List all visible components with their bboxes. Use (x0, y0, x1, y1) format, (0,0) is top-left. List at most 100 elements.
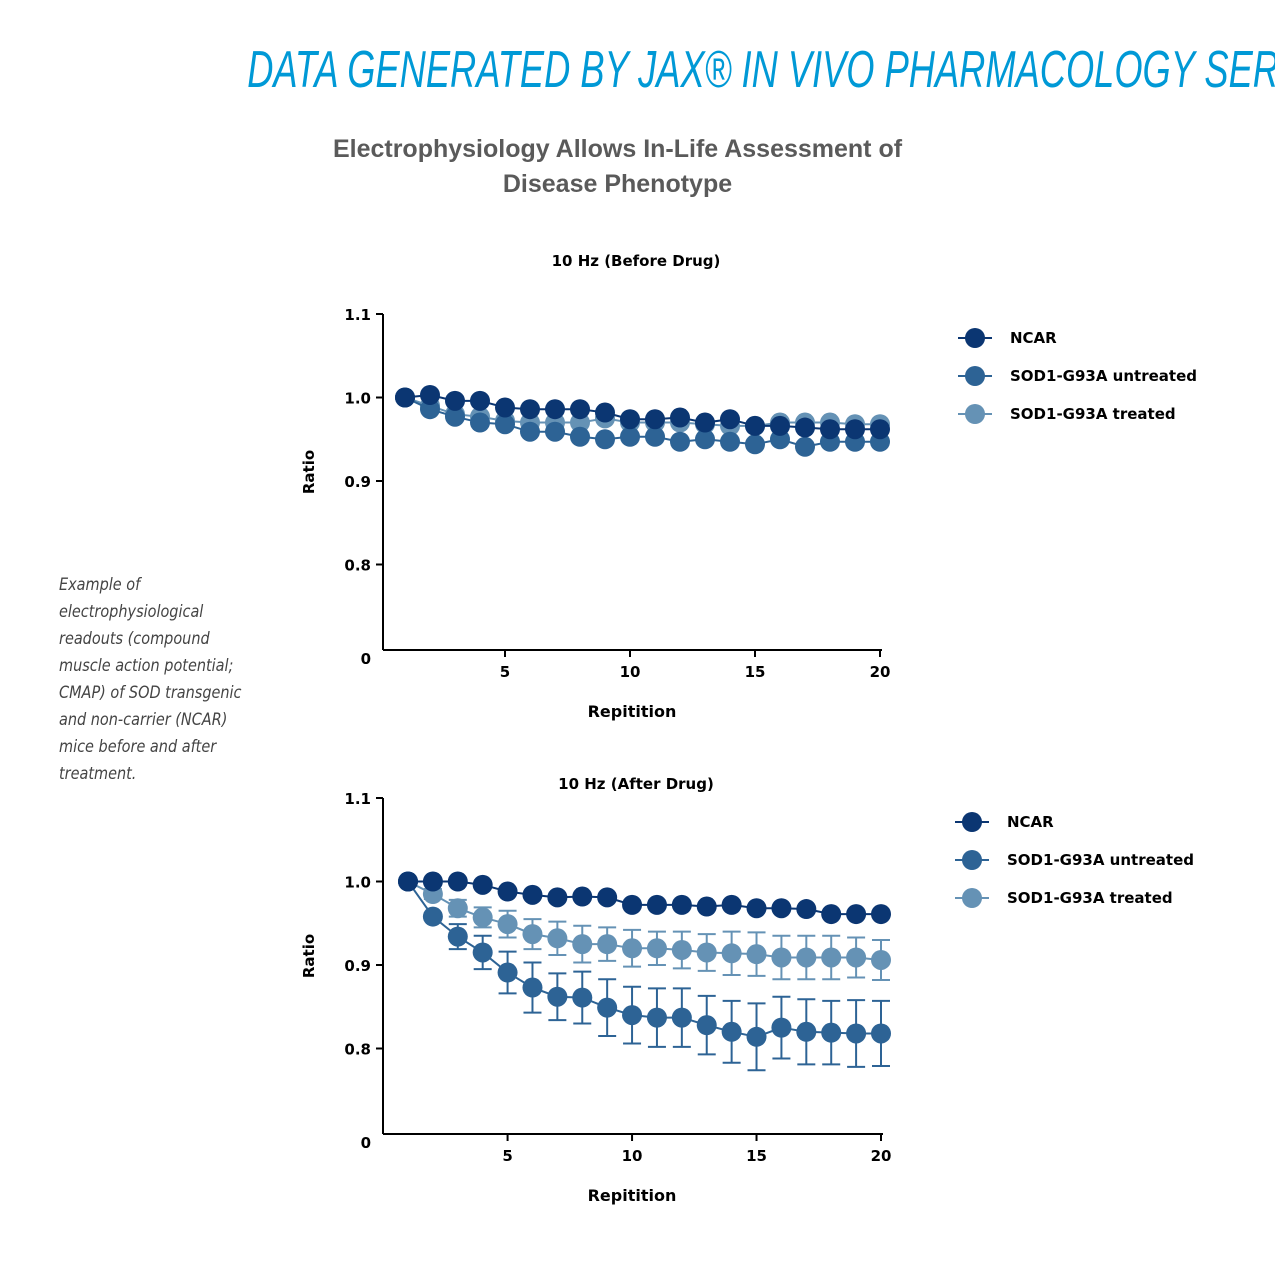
data-point (447, 898, 468, 919)
x-tick-label: 15 (745, 663, 766, 681)
x-tick-label: 5 (502, 1147, 512, 1165)
data-point (746, 1026, 767, 1047)
data-point (520, 421, 540, 442)
data-point (620, 409, 640, 430)
page-header: DATA GENERATED BY JAX® IN VIVO PHARMACOL… (247, 41, 1275, 99)
data-point (846, 947, 867, 968)
data-point (447, 871, 468, 892)
y-tick-label: 1.1 (344, 790, 371, 808)
data-point (472, 907, 493, 928)
y-tick-label: 1.0 (344, 390, 371, 408)
y-tick-label: 0.8 (344, 557, 371, 575)
data-point (547, 928, 568, 949)
data-point (447, 926, 468, 947)
data-point (821, 904, 842, 925)
data-point (547, 887, 568, 908)
data-point (495, 414, 515, 435)
data-point (472, 942, 493, 963)
legend-label: SOD1-G93A untreated (1010, 367, 1197, 385)
data-point (871, 949, 891, 970)
y-origin-label: 0 (361, 650, 371, 668)
legend-marker (962, 812, 982, 832)
data-point (622, 938, 643, 959)
x-axis-label: Repitition (588, 1186, 677, 1205)
data-point (645, 426, 665, 447)
data-point (520, 399, 540, 420)
data-point (646, 938, 667, 959)
caption: Example of electrophysiological readouts… (59, 575, 242, 784)
x-tick-label: 20 (871, 1147, 892, 1165)
data-point (820, 419, 840, 440)
data-point (547, 986, 568, 1007)
data-point (696, 1015, 717, 1036)
data-point (845, 419, 865, 440)
data-point (645, 409, 665, 430)
data-point (871, 904, 891, 925)
legend-marker (965, 366, 985, 386)
data-point (470, 412, 490, 433)
subtitle-line: Disease Phenotype (502, 170, 733, 198)
chart-title: 10 Hz (Before Drug) (552, 252, 721, 270)
data-point (445, 406, 465, 427)
data-point (620, 426, 640, 447)
data-point (597, 887, 618, 908)
data-point (570, 399, 590, 420)
data-point (570, 426, 590, 447)
y-tick-label: 1.1 (344, 306, 371, 324)
data-point (796, 947, 817, 968)
data-point (771, 947, 792, 968)
data-point (422, 906, 443, 927)
data-point (695, 412, 715, 433)
y-tick-label: 0.8 (344, 1041, 371, 1059)
legend-marker (962, 850, 982, 870)
y-tick-label: 0.9 (344, 473, 371, 491)
data-point (846, 1023, 867, 1044)
data-point (497, 962, 518, 983)
data-point (745, 434, 765, 455)
data-point (545, 399, 565, 420)
data-point (422, 871, 443, 892)
subtitle-line: Electrophysiology Allows In-Life Assessm… (332, 135, 903, 163)
legend-marker (965, 328, 985, 348)
data-point (671, 939, 692, 960)
legend-marker (965, 404, 985, 424)
data-point (646, 1007, 667, 1028)
x-tick-label: 10 (622, 1147, 643, 1165)
data-point (398, 871, 418, 892)
x-axis-label: Repitition (588, 702, 677, 721)
data-point (622, 894, 643, 915)
data-point (721, 943, 742, 964)
legend-label: SOD1-G93A treated (1010, 405, 1176, 423)
data-point (746, 944, 767, 965)
y-origin-label: 0 (361, 1134, 371, 1152)
data-point (670, 431, 690, 452)
x-tick-label: 15 (746, 1147, 767, 1165)
data-point (870, 419, 890, 440)
data-point (545, 421, 565, 442)
data-point (670, 407, 690, 428)
data-point (522, 884, 543, 905)
legend-label: SOD1-G93A untreated (1007, 851, 1194, 869)
data-point (470, 390, 490, 411)
y-axis-label: Ratio (300, 934, 318, 978)
data-point (495, 397, 515, 418)
data-point (821, 947, 842, 968)
y-axis-label: Ratio (300, 450, 318, 494)
data-point (871, 1023, 891, 1044)
data-point (445, 390, 465, 411)
data-point (595, 402, 615, 423)
data-point (522, 924, 543, 945)
data-point (395, 387, 415, 408)
subtitle: Electrophysiology Allows In-Life Assessm… (0, 132, 1235, 202)
y-tick-label: 1.0 (344, 874, 371, 892)
data-point (497, 914, 518, 935)
data-point (795, 436, 815, 457)
data-point (671, 894, 692, 915)
data-point (796, 899, 817, 920)
data-point (796, 1021, 817, 1042)
data-point (572, 886, 593, 907)
y-tick-label: 0.9 (344, 957, 371, 975)
data-point (771, 1017, 792, 1038)
data-point (420, 399, 440, 420)
data-point (420, 384, 440, 405)
